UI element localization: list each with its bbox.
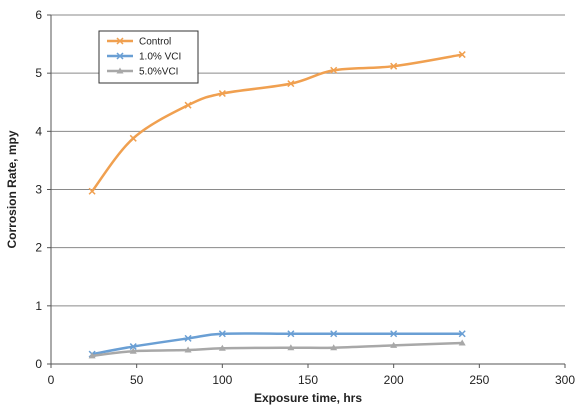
legend-label: 1.0% VCI <box>139 52 181 63</box>
legend-marker <box>116 37 124 45</box>
data-point <box>287 344 295 351</box>
data-point <box>458 339 466 346</box>
x-tick-label: 100 <box>212 373 232 387</box>
legend: Control 1.0% VCI 5.0%VCI <box>98 30 199 84</box>
y-tick-label: 3 <box>35 183 42 197</box>
data-point <box>184 346 192 353</box>
data-point <box>184 334 192 342</box>
y-axis-title: Corrosion Rate, mpy <box>5 130 19 248</box>
y-tick-label: 2 <box>35 241 42 255</box>
data-point <box>218 89 226 98</box>
data-point <box>390 62 398 70</box>
y-tick-label: 0 <box>35 357 42 371</box>
legend-marker <box>116 67 124 74</box>
data-point <box>88 352 96 359</box>
data-point <box>218 344 226 351</box>
legend-marker <box>116 52 124 60</box>
legend-item: Control <box>107 37 171 48</box>
y-tick-label: 6 <box>35 8 42 22</box>
series-1 <box>88 330 466 358</box>
series-0 <box>88 51 466 195</box>
data-point <box>129 134 137 142</box>
data-point <box>390 330 398 338</box>
x-tick-label: 300 <box>555 373 575 387</box>
legend-item: 1.0% VCI <box>107 52 181 63</box>
series-layer <box>88 51 466 359</box>
x-tick-label: 150 <box>298 373 318 387</box>
y-tick-label: 5 <box>35 66 42 80</box>
data-point <box>458 330 466 338</box>
data-point <box>330 330 338 338</box>
x-tick-label: 250 <box>469 373 489 387</box>
data-point <box>390 341 398 348</box>
data-point <box>287 80 295 88</box>
x-tick-label: 0 <box>48 373 55 387</box>
data-point <box>184 101 192 109</box>
x-axis-title: Exposure time, hrs <box>254 391 362 405</box>
data-point <box>218 330 226 338</box>
legend-label: Control <box>139 37 171 48</box>
legend-item: 5.0%VCI <box>107 67 178 78</box>
y-tick-label: 1 <box>35 299 42 313</box>
data-point <box>330 66 338 74</box>
data-point <box>458 51 466 59</box>
data-point <box>88 187 96 195</box>
y-tick-label: 4 <box>35 124 42 138</box>
legend-label: 5.0%VCI <box>139 67 178 78</box>
data-point <box>129 347 137 354</box>
data-point <box>330 344 338 351</box>
series-2 <box>88 339 466 359</box>
tick-layer: 0 1 2 3 4 5 6 0 50 100 150 200 250 300 <box>35 8 575 387</box>
data-point <box>287 330 295 338</box>
data-point <box>129 343 137 351</box>
x-tick-label: 50 <box>130 373 144 387</box>
x-tick-label: 200 <box>384 373 404 387</box>
